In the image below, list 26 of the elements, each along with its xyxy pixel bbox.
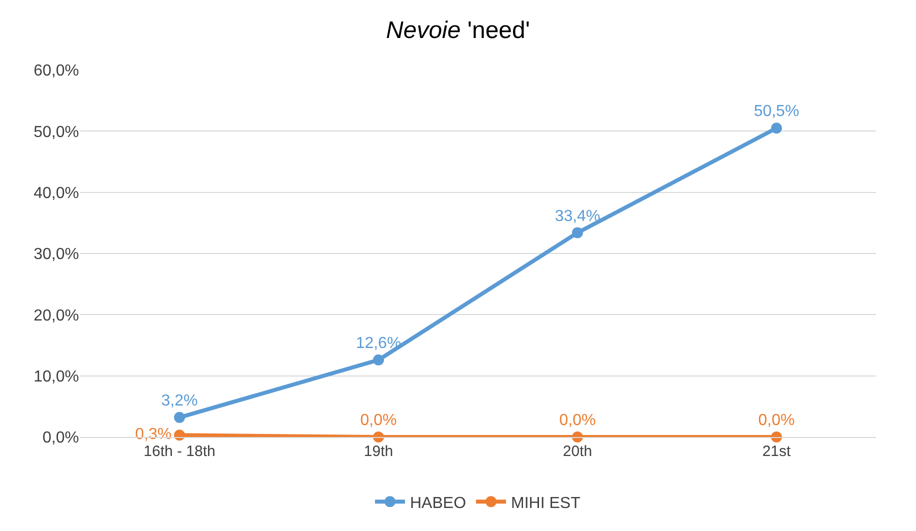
point — [373, 354, 384, 366]
x-tick-label: 19th — [364, 443, 394, 460]
point — [174, 412, 185, 423]
y-tick-label: 10,0% — [34, 368, 79, 386]
data-label: 3,2% — [161, 392, 198, 410]
chart-title: Nevoie 'need' — [386, 17, 530, 44]
y-tick-label: 50,0% — [34, 124, 79, 141]
data-label: 12,6% — [356, 335, 402, 352]
x-tick-label: 21st — [762, 443, 792, 460]
y-tick-label: 60,0% — [34, 62, 79, 80]
point — [174, 430, 185, 441]
x-tick-label: 20th — [562, 443, 592, 460]
point — [771, 122, 782, 134]
y-tick-label: 30,0% — [34, 246, 79, 264]
data-label: 0,0% — [360, 412, 397, 430]
y-tick-label: 40,0% — [34, 184, 79, 202]
y-tick-label: 20,0% — [34, 307, 79, 324]
data-label: 50,5% — [754, 103, 800, 120]
data-label: 33,4% — [554, 208, 600, 225]
data-label: 0,0% — [559, 412, 596, 430]
x-tick-label: 16th - 18th — [144, 443, 216, 460]
point — [572, 227, 583, 238]
legend-label: HABEO — [410, 494, 466, 512]
data-label: 0,0% — [758, 412, 795, 430]
legend-label: MIHI EST — [511, 494, 581, 512]
y-tick-label: 0,0% — [42, 430, 79, 447]
